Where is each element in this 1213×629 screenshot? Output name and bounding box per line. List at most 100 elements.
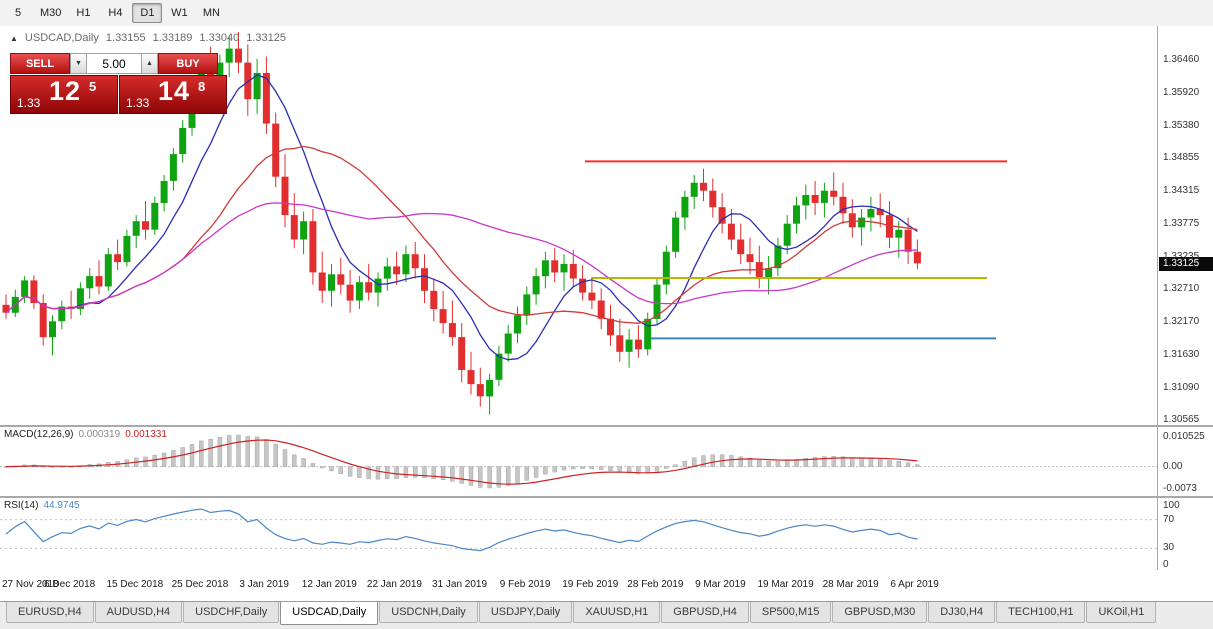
time-axis-label: 27 Nov 2018 (2, 579, 59, 590)
chart-tab-xauusd-h1[interactable]: XAUUSD,H1 (573, 602, 661, 623)
timeframe-button-h1[interactable]: H1 (76, 7, 91, 19)
macd-caption: MACD(12,26,9) 0.000319 0.001331 (4, 429, 167, 440)
ask-price-point: 8 (198, 79, 206, 94)
rsi-scale-label: 30 (1163, 542, 1175, 554)
price-scale-label: 1.31630 (1163, 348, 1200, 360)
rsi-value: 44.9745 (43, 500, 80, 511)
price-scale-label: 1.30565 (1163, 413, 1200, 425)
price-scale-label: 1.33235 (1163, 250, 1200, 262)
panel-splitter[interactable] (0, 425, 1213, 427)
price-scale-label: 1.35920 (1163, 87, 1200, 99)
main-chart-panel[interactable]: ▲ USDCAD,Daily 1.33155 1.33189 1.33040 1… (0, 26, 1157, 425)
ma-fast-blue (5, 74, 918, 361)
chart-tab-dj30-h4[interactable]: DJ30,H4 (928, 602, 996, 623)
rsi-caption: RSI(14) 44.9745 (4, 500, 80, 511)
chart-tab-eurusd-h4[interactable]: EURUSD,H4 (6, 602, 94, 623)
time-axis-label: 22 Jan 2019 (366, 579, 422, 590)
ohlc-low: 1.33040 (199, 32, 240, 44)
bid-price-pips: 12 (49, 76, 82, 106)
timeframe-button-5[interactable]: 5 (14, 7, 22, 19)
rsi-panel[interactable]: RSI(14) 44.9745 (0, 498, 1157, 570)
price-chart-canvas[interactable] (0, 26, 1157, 425)
sell-button[interactable]: SELL (10, 53, 70, 74)
chart-tab-gbpusd-h4[interactable]: GBPUSD,H4 (661, 602, 749, 623)
macd-panel[interactable]: MACD(12,26,9) 0.000319 0.001331 (0, 427, 1157, 496)
time-axis-label: 6 Apr 2019 (890, 579, 939, 590)
time-axis-label: 3 Jan 2019 (239, 579, 289, 590)
volume-down-icon: ▼ (75, 60, 82, 67)
chart-tab-gbpusd-m30[interactable]: GBPUSD,M30 (832, 602, 928, 623)
macd-scale-label: 0.010525 (1163, 431, 1205, 442)
chart-tab-usdjpy-daily[interactable]: USDJPY,Daily (478, 602, 573, 623)
ask-price-pips: 14 (158, 76, 191, 106)
sell-price-box[interactable]: 1.33 12 5 (10, 75, 118, 114)
price-scale-label: 1.36460 (1163, 54, 1200, 66)
price-scale-label: 1.34315 (1163, 185, 1200, 197)
ask-price-base: 1.33 (126, 96, 150, 110)
timeframe-button-h4[interactable]: H4 (108, 7, 123, 19)
timeframe-bar: 5 M30 H1 H4 D1 W1 MN (2, 3, 227, 23)
chart-tab-tech100-h1[interactable]: TECH100,H1 (996, 602, 1086, 623)
timeframe-button-w1[interactable]: W1 (171, 7, 188, 19)
macd-chart-canvas[interactable] (0, 427, 1157, 496)
ohlc-high: 1.33189 (152, 32, 193, 44)
time-axis[interactable]: 27 Nov 2018 6 Dec 2018 15 Dec 2018 25 Dec 2… (0, 570, 1213, 601)
ma-slow-magenta (5, 202, 918, 314)
chart-tab-audusd-h4[interactable]: AUDUSD,H4 (94, 602, 183, 623)
volume-down-button[interactable]: ▼ (70, 53, 87, 74)
time-axis-label: 28 Feb 2019 (627, 579, 684, 590)
chart-caption: ▲ USDCAD,Daily 1.33155 1.33189 1.33040 1… (10, 32, 286, 44)
rsi-scale-label: 70 (1163, 513, 1175, 525)
rsi-line (5, 508, 918, 552)
time-axis-label: 12 Jan 2019 (301, 579, 357, 590)
chart-window: ▲ USDCAD,Daily 1.33155 1.33189 1.33040 1… (0, 26, 1213, 601)
time-axis-label: 15 Dec 2018 (106, 579, 164, 590)
volume-up-button[interactable]: ▲ (141, 53, 158, 74)
time-axis-label: 19 Mar 2019 (757, 579, 814, 590)
rsi-chart-canvas[interactable] (0, 498, 1157, 570)
chart-tab-sp500-m15[interactable]: SP500,M15 (749, 602, 832, 623)
chart-tab-usdchf-daily[interactable]: USDCHF,Daily (183, 602, 280, 623)
rsi-scale-label: 0 (1163, 559, 1169, 570)
timeframe-button-mn[interactable]: MN (202, 7, 220, 19)
chart-tab-usdcnh-daily[interactable]: USDCNH,Daily (379, 602, 478, 623)
collapse-panel-icon[interactable]: ▲ (10, 33, 18, 43)
ohlc-open: 1.33155 (105, 32, 146, 44)
time-axis-label: 9 Mar 2019 (695, 579, 746, 590)
time-axis-label: 28 Mar 2019 (822, 579, 879, 590)
timeframe-toolbar: 5 M30 H1 H4 D1 W1 MN (0, 0, 1213, 27)
panel-splitter[interactable] (0, 496, 1213, 498)
price-scale-label: 1.35380 (1163, 120, 1200, 132)
chart-tabs: EURUSD,H4 AUDUSD,H4 USDCHF,Daily USDCAD,Dai… (0, 601, 1213, 629)
macd-signal-line (5, 439, 918, 485)
time-axis-label: 31 Jan 2019 (432, 579, 488, 590)
ohlc-close: 1.33125 (246, 32, 286, 44)
price-scale-label: 1.31090 (1163, 381, 1200, 393)
bid-ask-panel: 1.33 12 5 1.33 14 8 (10, 75, 227, 114)
time-axis-label: 9 Feb 2019 (499, 579, 551, 590)
price-scale-label: 1.32710 (1163, 282, 1200, 294)
volume-input[interactable] (87, 53, 141, 74)
ma-mid-red (5, 145, 918, 324)
buy-price-box[interactable]: 1.33 14 8 (119, 75, 227, 114)
macd-scale-label: 0.00 (1163, 460, 1183, 472)
time-axis-label: 6 Dec 2018 (44, 579, 96, 590)
price-scale-label: 1.34855 (1163, 152, 1200, 164)
chart-tab-ukoil-h1[interactable]: UKOil,H1 (1086, 602, 1157, 623)
chart-tab-usdcad-daily[interactable]: USDCAD,Daily (280, 602, 379, 625)
timeframe-button-m30[interactable]: M30 (40, 7, 62, 19)
buy-button[interactable]: BUY (158, 53, 218, 74)
time-axis-label: 19 Feb 2019 (562, 579, 619, 590)
volume-up-icon: ▲ (146, 60, 153, 67)
rsi-scale-label: 100 (1163, 500, 1180, 511)
current-price-badge: 1.33125 (1159, 256, 1213, 271)
price-scale[interactable]: 1.33125 1.36460 1.35920 1.35380 1.34855 1.34… (1157, 26, 1213, 570)
macd-signal-value: 0.001331 (125, 429, 167, 440)
price-scale-label: 1.32170 (1163, 315, 1200, 327)
chart-symbol-label: USDCAD,Daily (24, 32, 99, 44)
macd-main-value: 0.000319 (78, 429, 121, 440)
macd-label: MACD(12,26,9) (4, 429, 74, 440)
time-axis-label: 25 Dec 2018 (171, 579, 229, 590)
macd-scale-label: -0.0073 (1163, 483, 1197, 494)
timeframe-button-d1[interactable]: D1 (132, 3, 163, 23)
